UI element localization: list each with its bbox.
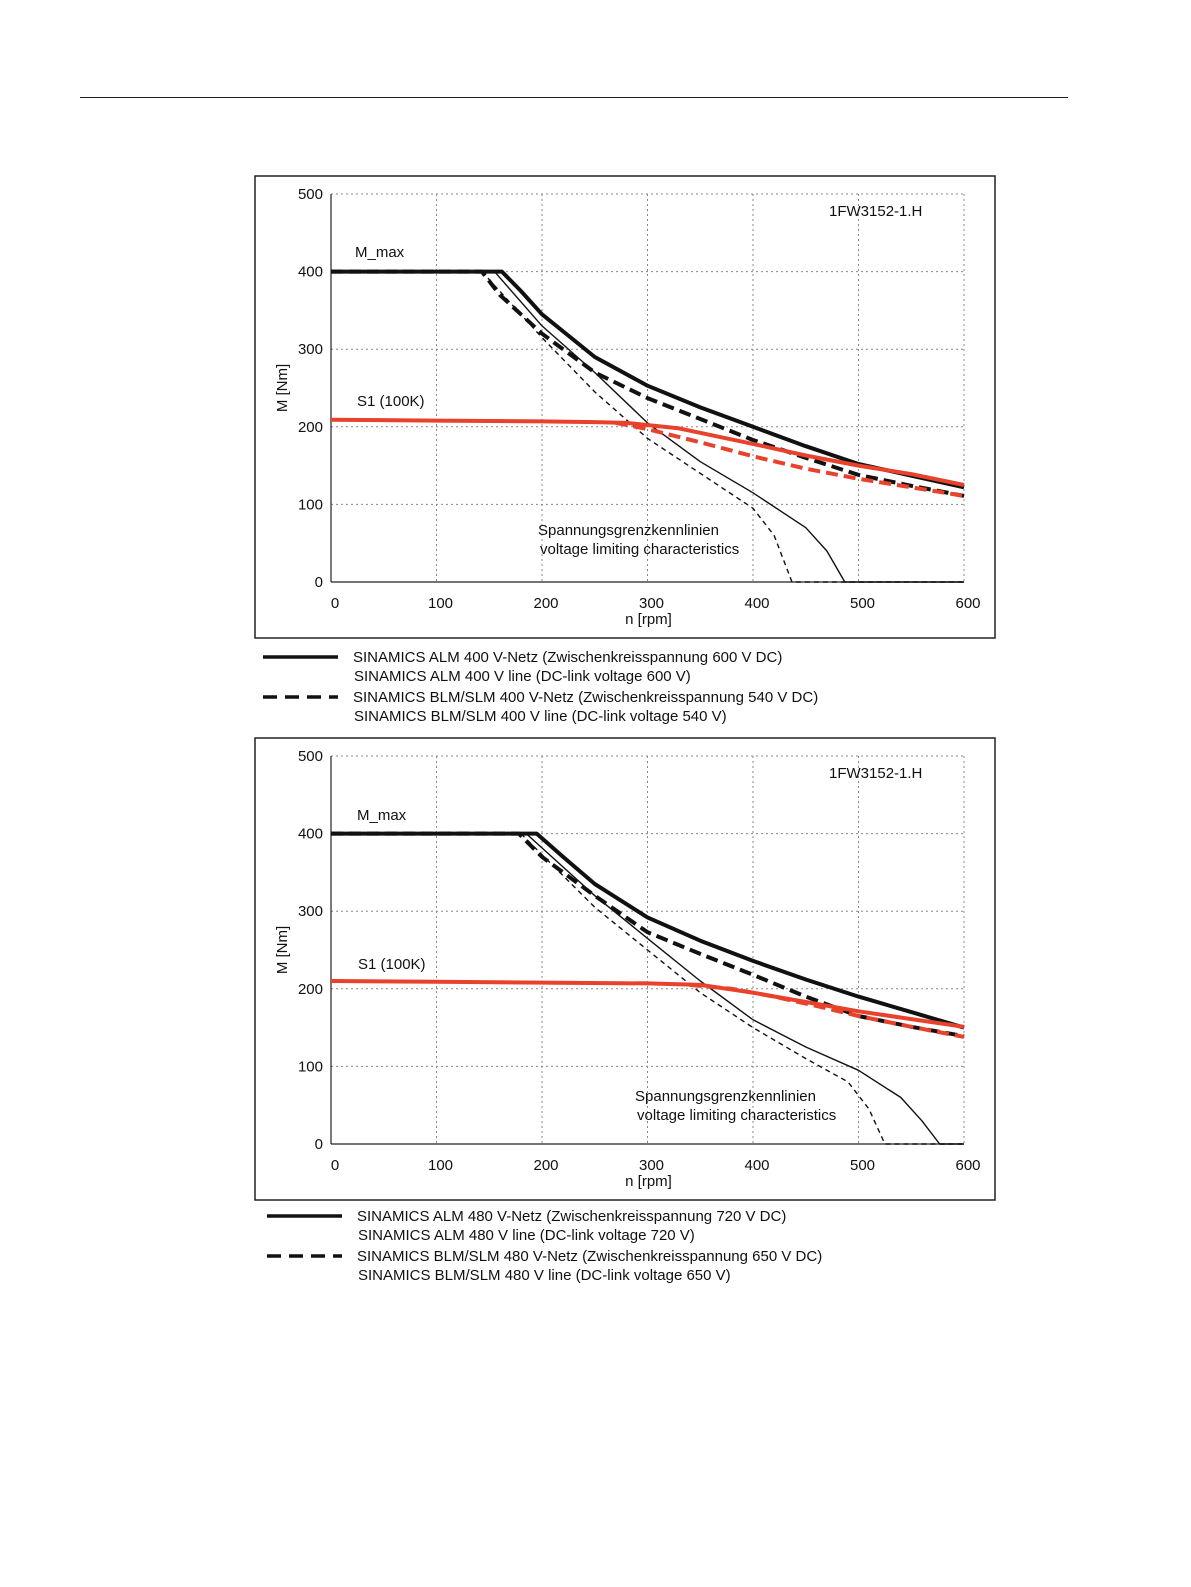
x-tick-label: 200 <box>533 595 558 612</box>
x-axis-label: n [rpm] <box>625 1173 672 1190</box>
x-tick-label: 100 <box>428 1157 453 1174</box>
chart-frame <box>254 175 996 639</box>
voltage-limit-label-en: voltage limiting characteristics <box>637 1107 836 1124</box>
legend-text-de: SINAMICS BLM/SLM 480 V-Netz (Zwischenkre… <box>357 1248 822 1265</box>
y-tick-label: 200 <box>298 419 323 436</box>
series-black-dashed-thick <box>331 831 965 1039</box>
chart-frame <box>254 737 996 1201</box>
voltage-limit-label-de: Spannungsgrenzkennlinien <box>538 522 719 539</box>
series-red-dashed-thick <box>689 982 965 1039</box>
y-axis-label: M [Nm] <box>274 926 291 974</box>
torque-speed-chart-1: 0 100 200 300 400 500 600 0 100 200 300 400 500 n [rp… <box>254 175 996 725</box>
x-tick-label: 0 <box>331 595 339 612</box>
x-tick-label: 0 <box>331 1157 339 1174</box>
mmax-label: M_max <box>357 807 407 824</box>
series-black-solid-thin <box>525 833 964 1145</box>
series-black-solid-thin <box>493 271 964 583</box>
motor-type-annotation: 1FW3152-1.H <box>829 203 922 220</box>
legend-text-en: SINAMICS ALM 400 V line (DC-link voltage… <box>354 668 691 685</box>
x-tick-label: 600 <box>955 1157 980 1174</box>
s1-label: S1 (100K) <box>358 956 426 973</box>
legend-text-de: SINAMICS BLM/SLM 400 V-Netz (Zwischenkre… <box>353 689 818 706</box>
series-black-solid-thick <box>331 831 965 1030</box>
y-tick-label: 500 <box>298 186 323 203</box>
x-tick-label: 500 <box>850 595 875 612</box>
x-tick-label: 500 <box>850 1157 875 1174</box>
x-tick-label: 300 <box>639 595 664 612</box>
legend-text-en: SINAMICS BLM/SLM 400 V line (DC-link vol… <box>354 708 727 725</box>
legend-text-de: SINAMICS ALM 400 V-Netz (Zwischenkreissp… <box>353 649 782 666</box>
x-tick-label: 300 <box>639 1157 664 1174</box>
series-red-solid-thick <box>330 417 965 487</box>
y-tick-label: 100 <box>298 1058 323 1075</box>
motor-type-annotation: 1FW3152-1.H <box>829 765 922 782</box>
page-header-rule <box>80 97 1068 98</box>
x-tick-label: 600 <box>955 595 980 612</box>
y-tick-label: 100 <box>298 496 323 513</box>
y-axis-label: M [Nm] <box>274 364 291 412</box>
legend-text-de: SINAMICS ALM 480 V-Netz (Zwischenkreissp… <box>357 1208 786 1225</box>
y-tick-label: 0 <box>315 574 323 591</box>
x-tick-label: 400 <box>744 595 769 612</box>
y-tick-label: 300 <box>298 341 323 358</box>
series-black-dashed-thin <box>481 271 964 583</box>
y-tick-label: 200 <box>298 981 323 998</box>
legend-text-en: SINAMICS BLM/SLM 480 V line (DC-link vol… <box>358 1267 731 1284</box>
voltage-limit-label-de: Spannungsgrenzkennlinien <box>635 1088 816 1105</box>
torque-speed-chart-2: 0 100 200 300 400 500 600 0 100 200 300 400 500 n [rp… <box>254 737 996 1284</box>
mmax-label: M_max <box>355 244 405 261</box>
y-tick-label: 400 <box>298 826 323 843</box>
x-tick-label: 200 <box>533 1157 558 1174</box>
series-black-dashed-thick <box>331 269 965 498</box>
y-tick-label: 400 <box>298 264 323 281</box>
y-tick-label: 0 <box>315 1136 323 1153</box>
legend-text-en: SINAMICS ALM 480 V line (DC-link voltage… <box>358 1227 695 1244</box>
x-tick-label: 400 <box>744 1157 769 1174</box>
voltage-limit-label-en: voltage limiting characteristics <box>540 541 739 558</box>
x-tick-label: 100 <box>428 595 453 612</box>
y-tick-label: 500 <box>298 748 323 765</box>
x-axis-label: n [rpm] <box>625 611 672 628</box>
s1-label: S1 (100K) <box>357 393 425 410</box>
series-red-dashed-thick <box>615 420 965 498</box>
series-black-dashed-thin <box>520 833 964 1145</box>
y-tick-label: 300 <box>298 903 323 920</box>
